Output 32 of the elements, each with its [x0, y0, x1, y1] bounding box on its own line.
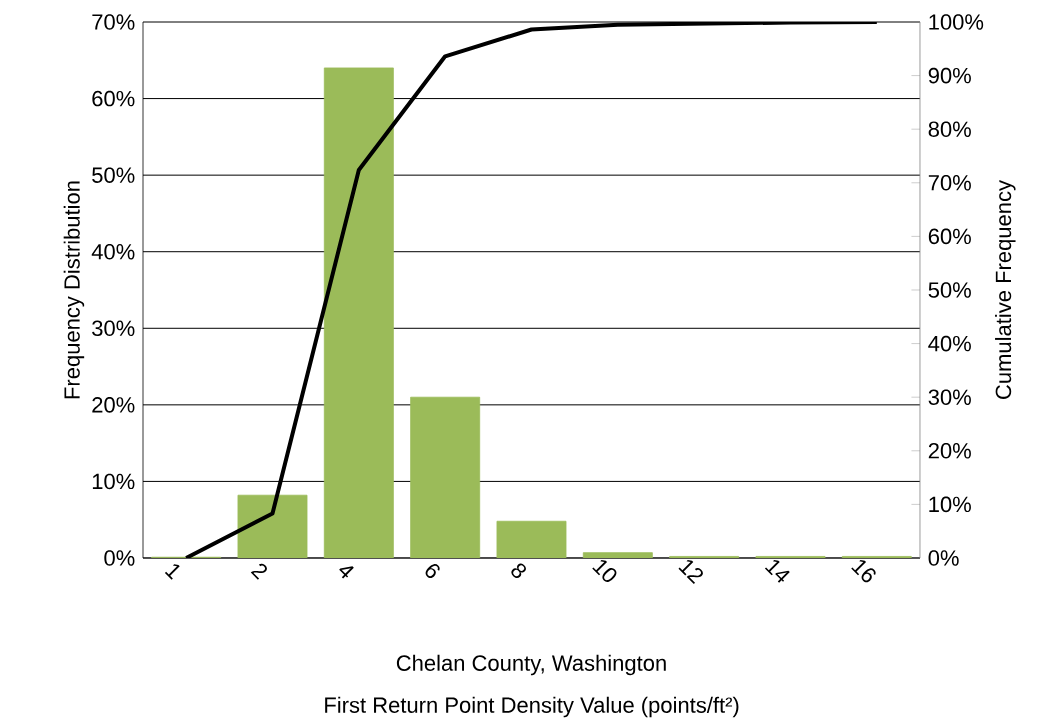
x-tick-label: 14 [764, 559, 790, 583]
x-tick-label: 8 [511, 563, 526, 579]
y-tick-label: 40% [91, 243, 135, 260]
y2-tick-label: 40% [928, 335, 971, 352]
y-axis-title: Frequency Distribution [63, 181, 85, 399]
y2-axis-title: Cumulative Frequency [995, 180, 1016, 399]
x-tick-label: 4 [339, 566, 354, 579]
y2-tick-label: 100% [929, 14, 984, 30]
text: First Return Point Density Value (points/ft²) [325, 696, 739, 718]
y2-tick-label: 30% [928, 389, 971, 405]
y-tick-label: 10% [92, 473, 135, 490]
y2-tick-label: 80% [928, 121, 971, 137]
y2-tick-label: 70% [928, 175, 971, 191]
x-tick-label: 10 [592, 559, 617, 582]
y2-tick-label: 10% [929, 496, 971, 513]
y2-tick-label: 0% [928, 550, 959, 566]
y2-tick-label: 90% [928, 67, 971, 84]
y2-tick-label: 20% [928, 443, 971, 459]
y-tick-label: 70% [92, 14, 135, 30]
y-tick-label: 30% [92, 320, 135, 337]
y2-tick-label: 50% [928, 282, 971, 298]
y-tick-label: 60% [92, 90, 135, 107]
x-tick-label: 1 [164, 564, 180, 580]
x-tick-label: 16 [851, 559, 876, 583]
x-axis-title: Chelan County, Washington [396, 654, 666, 676]
y-tick-label: 20% [92, 397, 135, 413]
y-tick-label: 50% [92, 167, 135, 183]
x-tick-label: 12 [678, 560, 703, 585]
x-tick-label: 6 [425, 564, 440, 578]
y-tick-label: 0% [104, 550, 135, 566]
x-tick-label: 2 [250, 563, 267, 580]
y2-tick-label: 60% [928, 228, 971, 245]
